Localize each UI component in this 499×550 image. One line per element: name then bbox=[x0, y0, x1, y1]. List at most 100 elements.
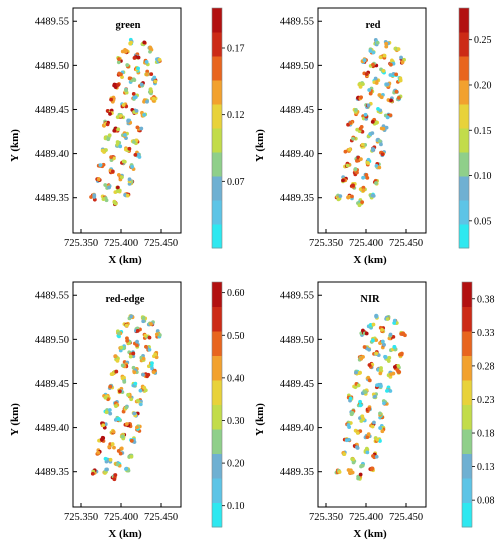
colorbar-segment bbox=[462, 404, 472, 430]
data-points bbox=[334, 313, 407, 481]
crown-point-23-6 bbox=[133, 381, 138, 386]
colorbar-segment bbox=[462, 478, 472, 503]
crown-point-39-3 bbox=[366, 157, 371, 162]
crown-point-3-5 bbox=[157, 333, 162, 337]
crown-point-4-6 bbox=[123, 48, 127, 52]
y-axis-label: Y (km) bbox=[9, 129, 21, 162]
y-tick-label: 4489.40 bbox=[35, 149, 69, 160]
crown-point-10-3 bbox=[149, 72, 154, 77]
colorbar-segment bbox=[212, 306, 222, 332]
x-tick-label: 725.350 bbox=[309, 238, 343, 249]
y-tick-label: 4489.55 bbox=[35, 291, 69, 302]
crown-point-5-4 bbox=[378, 55, 383, 60]
crown-point-51-6 bbox=[338, 194, 343, 199]
y-tick-label: 4489.45 bbox=[280, 105, 314, 116]
crown-point-10-6 bbox=[144, 72, 149, 77]
crown-point-49-6 bbox=[101, 197, 106, 201]
crown-point-4-6 bbox=[124, 323, 129, 328]
x-tick-label: 725.400 bbox=[349, 238, 383, 249]
y-tick-label: 4489.45 bbox=[35, 379, 69, 390]
crown-point-4-6 bbox=[368, 49, 373, 53]
panel-title: red-edge bbox=[106, 294, 145, 305]
crown-point-44-6 bbox=[129, 454, 134, 459]
crown-point-34-4 bbox=[115, 142, 120, 147]
crown-point-34-6 bbox=[115, 140, 120, 144]
crown-point-13-6 bbox=[127, 76, 132, 81]
crown-point-51-6 bbox=[92, 195, 97, 199]
colorbar-segment bbox=[212, 478, 222, 503]
colorbar-tick-label: 0.20 bbox=[227, 459, 245, 470]
crown-point-28-5 bbox=[138, 402, 143, 407]
chart-panel-2: red 4489.55 4489.50 4489.45 4489.40 4489.35 72… bbox=[254, 7, 492, 266]
crown-point-15-6 bbox=[392, 365, 397, 369]
colorbar-segment bbox=[459, 152, 469, 177]
y-tick-label: 4489.35 bbox=[35, 467, 69, 478]
crown-point-32-6 bbox=[378, 411, 382, 416]
crown-point-44-5 bbox=[374, 454, 379, 459]
crown-point-22-5 bbox=[120, 376, 125, 381]
crown-point-31-6 bbox=[370, 131, 375, 136]
x-tick-label: 725.400 bbox=[104, 238, 138, 249]
crown-point-15-5 bbox=[396, 364, 401, 368]
crown-point-22-6 bbox=[367, 378, 372, 383]
colorbar-segment bbox=[212, 200, 222, 225]
crown-point-19-6 bbox=[145, 374, 150, 379]
crown-point-49-4 bbox=[346, 468, 351, 472]
colorbar: 0.60 0.50 0.40 0.30 0.20 0.10 bbox=[211, 281, 245, 528]
colorbar-segment bbox=[212, 104, 222, 129]
crown-point-0-6 bbox=[129, 314, 134, 319]
crown-point-1-6 bbox=[385, 317, 390, 321]
colorbar-tick-label: 0.18 bbox=[477, 429, 495, 440]
crown-point-24-6 bbox=[385, 115, 390, 120]
crown-point-21-4 bbox=[358, 370, 362, 375]
crown-point-10-5 bbox=[388, 73, 393, 77]
crown-point-15-5 bbox=[150, 366, 154, 371]
crown-point-13-6 bbox=[374, 351, 379, 356]
crown-point-32-6 bbox=[131, 140, 136, 144]
crown-point-44-6 bbox=[127, 177, 132, 182]
crown-point-43-6 bbox=[116, 449, 121, 453]
crown-point-8-6 bbox=[125, 336, 129, 341]
colorbar-tick-label: 0.23 bbox=[477, 395, 495, 406]
crown-point-47-6 bbox=[359, 464, 363, 469]
crown-point-21-5 bbox=[110, 372, 115, 376]
colorbar-segment bbox=[212, 331, 222, 356]
crown-point-39-6 bbox=[120, 434, 125, 439]
x-tick-label: 725.350 bbox=[64, 238, 98, 249]
crown-point-47-6 bbox=[361, 188, 366, 193]
crown-point-7-1 bbox=[117, 334, 121, 339]
crown-point-23-6 bbox=[375, 383, 379, 388]
crown-point-2-5 bbox=[148, 49, 152, 54]
crown-point-11-6 bbox=[153, 352, 158, 357]
crown-point-16-6 bbox=[359, 356, 364, 361]
colorbar-tick-label: 0.15 bbox=[474, 126, 492, 137]
crown-point-11-4 bbox=[152, 75, 157, 80]
crown-point-33-5 bbox=[106, 137, 111, 142]
crown-point-30-6 bbox=[358, 126, 363, 131]
crown-point-51-5 bbox=[336, 197, 341, 202]
crown-point-28-6 bbox=[136, 398, 140, 403]
crown-point-31-6 bbox=[124, 405, 129, 410]
crown-point-50-6 bbox=[112, 200, 117, 205]
crown-point-46-5 bbox=[108, 457, 113, 462]
colorbar-segment bbox=[462, 306, 472, 332]
crown-point-14-6 bbox=[387, 355, 392, 360]
crown-point-50-6 bbox=[360, 200, 365, 205]
crown-point-37-6 bbox=[101, 423, 106, 428]
panel-title: green bbox=[116, 20, 141, 31]
colorbar-segment bbox=[462, 355, 472, 381]
crown-point-30-6 bbox=[358, 399, 362, 404]
crown-point-46-6 bbox=[103, 456, 108, 461]
colorbar-tick-label: 0.08 bbox=[477, 496, 495, 507]
crown-point-42-5 bbox=[110, 442, 115, 446]
crown-point-36-4 bbox=[380, 429, 385, 434]
crown-point-6-6 bbox=[143, 333, 148, 338]
crown-point-39-6 bbox=[366, 432, 371, 437]
colorbar-segment bbox=[462, 429, 472, 454]
crown-point-45-6 bbox=[342, 452, 347, 457]
crown-point-5-6 bbox=[132, 56, 137, 60]
crown-point-47-4 bbox=[115, 185, 120, 190]
crown-point-11-6 bbox=[398, 78, 403, 83]
crown-point-27-6 bbox=[126, 392, 131, 397]
